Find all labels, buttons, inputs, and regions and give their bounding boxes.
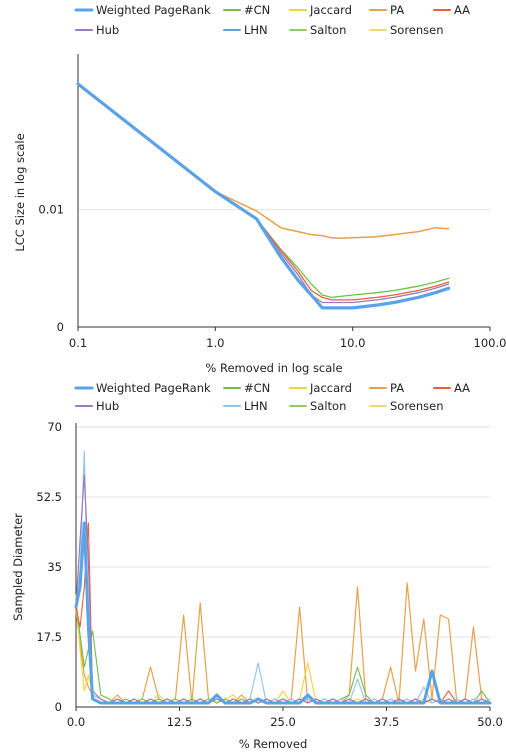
series-line-cn bbox=[77, 83, 450, 299]
legend-label-3: Jaccard bbox=[309, 3, 352, 17]
x-tick-label-4: 100.0 bbox=[474, 336, 506, 350]
legend: Weighted PageRank #CN Jaccard PA AA Hub LHN Sal… bbox=[74, 3, 470, 37]
series-group bbox=[76, 82, 451, 310]
x-tick-label-3: 10.0 bbox=[340, 336, 366, 350]
y-axis-label: Sampled Diameter bbox=[11, 513, 25, 621]
legend-label-5: AA bbox=[454, 3, 470, 17]
legend-label-9: Sorensen bbox=[390, 399, 444, 413]
legend-label-7: LHN bbox=[244, 23, 268, 37]
x-tick-label-3: 25.0 bbox=[270, 715, 296, 729]
legend-label-1: Weighted PageRank bbox=[96, 381, 211, 395]
chart-1: Weighted PageRank #CN Jaccard PA AA Hub LHN Sal… bbox=[13, 3, 506, 375]
legend-label-6: Hub bbox=[96, 23, 119, 37]
y-tick-label-1: 0 bbox=[55, 700, 62, 714]
x-tick-label-1: 0.0 bbox=[67, 715, 85, 729]
y-tick-label-5: 70 bbox=[47, 420, 62, 434]
series-line-weighted-pagerank bbox=[74, 521, 492, 705]
chart-2: Weighted PageRank #CN Jaccard PA AA Hub LHN Sal… bbox=[11, 381, 503, 751]
y-tick-label-1: 0.01 bbox=[38, 203, 64, 217]
series-line-pa bbox=[77, 83, 450, 240]
y-tick-label-2: 17.5 bbox=[36, 630, 62, 644]
series-line-aa bbox=[77, 83, 450, 301]
y-axis-label: LCC Size in log scale bbox=[13, 133, 27, 251]
y-tick-label-4: 52.5 bbox=[36, 490, 62, 504]
legend-label-4: PA bbox=[390, 3, 404, 17]
legend-label-1: Weighted PageRank bbox=[96, 3, 211, 17]
x-axis-label: % Removed bbox=[239, 737, 308, 751]
legend-label-2: #CN bbox=[244, 381, 270, 395]
legend-label-7: LHN bbox=[244, 399, 268, 413]
legend-label-9: Sorensen bbox=[390, 23, 444, 37]
legend-label-8: Salton bbox=[310, 399, 346, 413]
legend: Weighted PageRank #CN Jaccard PA AA Hub LHN Sal… bbox=[74, 381, 470, 413]
series-line-hub bbox=[75, 474, 491, 704]
y-tick-label-2: 0 bbox=[57, 320, 64, 334]
series-line-hub bbox=[77, 83, 450, 304]
legend-label-6: Hub bbox=[96, 399, 119, 413]
x-tick-label-4: 37.5 bbox=[374, 715, 400, 729]
legend-label-3: Jaccard bbox=[309, 381, 352, 395]
legend-label-4: PA bbox=[390, 381, 404, 395]
x-tick-label-2: 12.5 bbox=[167, 715, 193, 729]
y-tick-label-3: 35 bbox=[47, 560, 62, 574]
series-line-aa bbox=[75, 522, 491, 704]
legend-label-8: Salton bbox=[310, 23, 346, 37]
x-tick-label-5: 50.0 bbox=[477, 715, 503, 729]
x-axis-label: % Removed in log scale bbox=[205, 361, 342, 375]
legend-label-5: AA bbox=[454, 381, 470, 395]
legend-label-2: #CN bbox=[244, 3, 270, 17]
series-line-lhn bbox=[75, 450, 491, 704]
series-line-weighted-pagerank bbox=[76, 82, 451, 310]
x-tick-label-1: 0.1 bbox=[69, 336, 87, 350]
series-group bbox=[74, 450, 492, 705]
x-tick-label-2: 1.0 bbox=[206, 336, 224, 350]
